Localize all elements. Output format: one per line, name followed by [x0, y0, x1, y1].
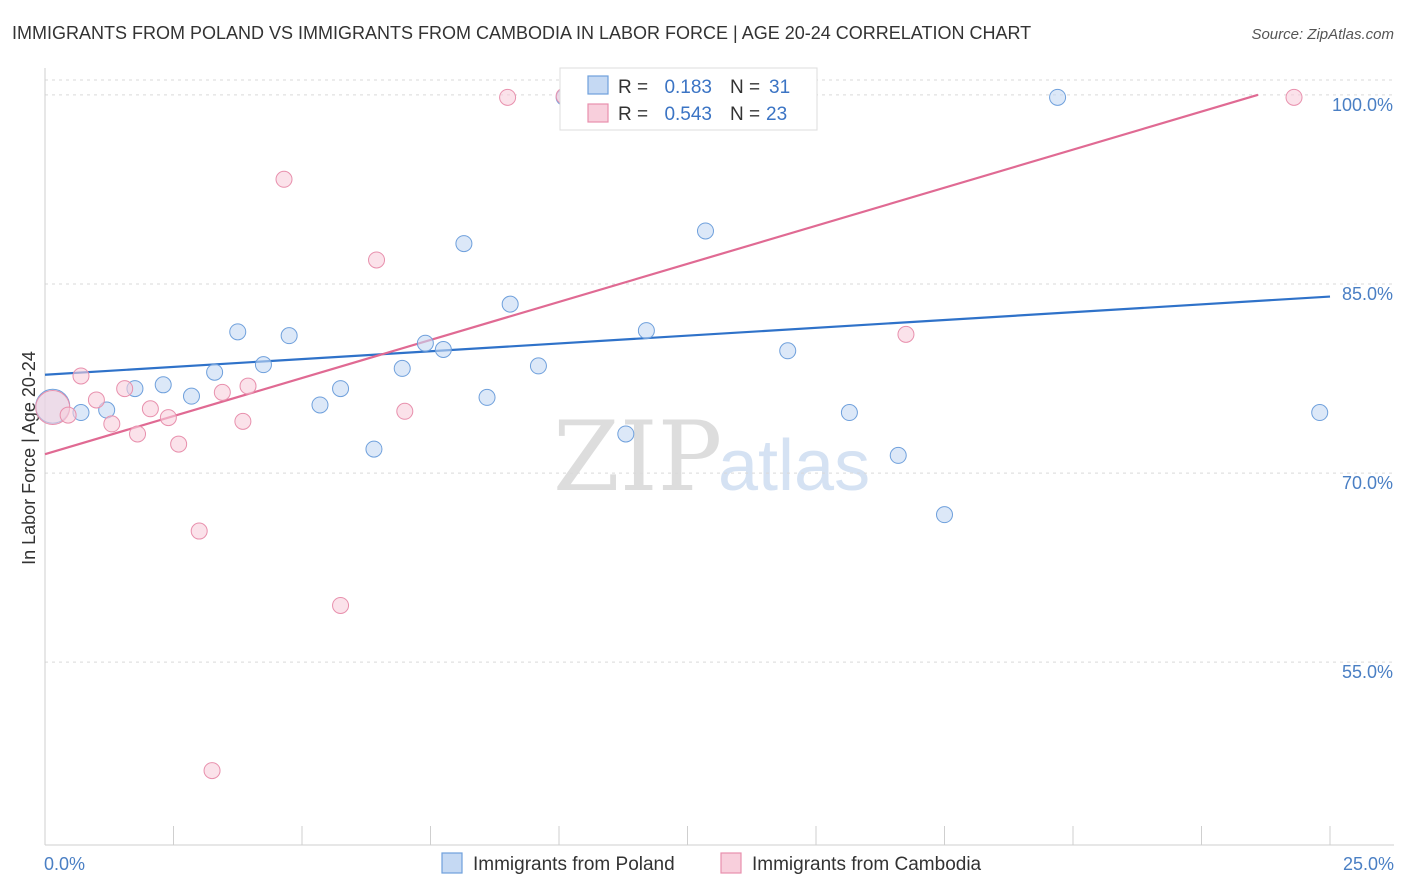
poland-n-label: N = [730, 77, 760, 98]
point-poland [889, 446, 907, 464]
point-poland [332, 380, 350, 398]
point-poland [501, 295, 519, 313]
x-tick-label-max: 25.0% [1343, 854, 1394, 874]
cambodia-r-label: R = [618, 104, 648, 125]
point-poland [455, 235, 473, 253]
point-cambodia [897, 325, 915, 343]
cambodia-swatch [587, 103, 609, 123]
zipatlas-watermark: ZIP atlas [553, 401, 870, 513]
point-cambodia [129, 425, 147, 443]
point-poland [280, 327, 298, 345]
point-cambodia [59, 406, 77, 424]
point-cambodia [87, 391, 105, 409]
cambodia-n-value: 23 [766, 104, 787, 125]
stats-legend: R = 0.183 N = 31 R = 0.543 N = 23 [559, 67, 818, 131]
point-cambodia [275, 170, 293, 188]
poland-n-value: 31 [769, 77, 790, 98]
point-poland [365, 440, 383, 458]
point-cambodia [234, 412, 252, 430]
point-cambodia [203, 762, 221, 780]
point-poland [637, 322, 655, 340]
legend-poland-swatch [441, 852, 463, 874]
point-cambodia [141, 400, 159, 418]
point-cambodia [1285, 88, 1303, 106]
legend-cambodia-label: Immigrants from Cambodia [752, 854, 982, 875]
point-poland [696, 222, 714, 240]
y-axis-label: In Labor Force | Age 20-24 [19, 351, 39, 565]
point-poland [182, 387, 200, 405]
point-cambodia [396, 402, 414, 420]
point-cambodia [72, 367, 90, 385]
point-poland [1311, 404, 1329, 422]
point-poland [936, 506, 953, 524]
point-cambodia [159, 409, 177, 427]
point-cambodia [103, 415, 121, 433]
point-poland [1049, 88, 1067, 106]
point-poland [393, 359, 411, 377]
watermark-atlas-text: atlas [718, 426, 870, 506]
data-points [35, 87, 1329, 780]
y-tick-label: 55.0% [1342, 662, 1393, 682]
watermark-zip-text: ZIP [553, 401, 722, 513]
axes [44, 68, 1394, 846]
point-cambodia [239, 377, 257, 395]
point-poland [840, 404, 858, 422]
poland-r-label: R = [618, 77, 648, 98]
y-tick-label: 70.0% [1342, 473, 1393, 493]
cambodia-n-label: N = [730, 104, 760, 125]
point-poland [478, 388, 496, 406]
point-cambodia [170, 435, 188, 453]
gridlines [45, 79, 1394, 663]
y-tick-label: 85.0% [1342, 284, 1393, 304]
point-poland [254, 356, 272, 374]
point-poland [529, 357, 547, 375]
legend-poland-label: Immigrants from Poland [473, 854, 675, 875]
poland-r-value: 0.183 [664, 77, 712, 98]
point-cambodia [116, 380, 134, 398]
point-poland [416, 334, 434, 352]
legend-cambodia-swatch [720, 852, 742, 874]
chart-source: Source: ZipAtlas.com [1251, 26, 1394, 43]
point-poland [229, 323, 247, 341]
point-cambodia [213, 383, 231, 401]
point-cambodia [499, 88, 517, 106]
cambodia-r-value: 0.543 [664, 104, 712, 125]
point-cambodia [368, 251, 386, 269]
y-tick-label: 100.0% [1332, 95, 1393, 115]
x-tick-label-min: 0.0% [44, 854, 85, 874]
series-legend: Immigrants from Poland Immigrants from C… [441, 852, 982, 875]
point-poland [434, 341, 452, 359]
poland-swatch [587, 75, 609, 95]
point-poland [617, 425, 635, 443]
point-poland [779, 342, 797, 360]
point-cambodia [332, 596, 350, 614]
point-poland [206, 363, 224, 381]
y-tick-labels: 55.0% 70.0% 85.0% 100.0% [1332, 95, 1393, 682]
point-poland [311, 396, 329, 414]
point-cambodia [190, 522, 208, 540]
chart-title: IMMIGRANTS FROM POLAND VS IMMIGRANTS FRO… [12, 23, 1031, 43]
point-poland [154, 376, 172, 394]
